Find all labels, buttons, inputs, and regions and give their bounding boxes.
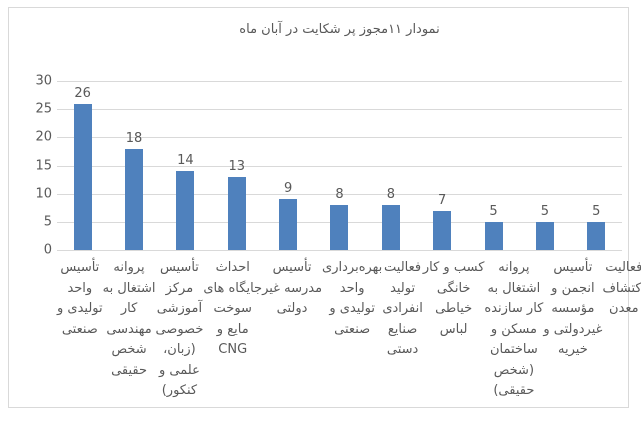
- bar-slot: 7: [417, 81, 468, 250]
- bar-slot: 9: [262, 81, 313, 250]
- bar-value-label: 14: [177, 153, 194, 169]
- category-label: پروانه اشتغال به کار سازنده مسکن و ساختم…: [484, 260, 544, 398]
- bar: [125, 148, 144, 250]
- bar-value-label: 8: [335, 186, 344, 202]
- bar-slot: 5: [571, 81, 622, 250]
- chart-frame: نمودار ۱۱مجوز پر شکایت در آبان ماه 0 5 10 1…: [8, 7, 641, 408]
- bar-value-label: 5: [489, 203, 498, 219]
- bar-value-label: 18: [125, 130, 143, 146]
- gridline: [57, 250, 622, 251]
- bar: [227, 176, 246, 250]
- category-label: فعالیت اکتشاف معدن: [602, 260, 641, 316]
- bar: [176, 171, 195, 250]
- bar-slot: 18: [108, 81, 159, 250]
- y-tick-label: 25: [35, 101, 52, 117]
- bar-slot: 5: [468, 81, 519, 250]
- category-label: تأسیس مرکز آموزشی خصوصی (زبان، علمی و کن…: [155, 260, 204, 398]
- bar: [587, 221, 606, 250]
- bar-slot: 14: [160, 81, 211, 250]
- category-label: پروانه اشتغال به کار مهندسی شخص حقیقی: [102, 260, 156, 378]
- gridline: [57, 81, 622, 82]
- category-label: تأسیس انجمن و مؤسسه غیردولتی و خیریه: [543, 260, 603, 357]
- category-label: تأسیس واحد تولیدی و صنعتی: [57, 260, 103, 337]
- y-tick-label: 15: [35, 158, 52, 173]
- bar-value-label: 5: [592, 203, 601, 219]
- bar-value-label: 13: [228, 158, 246, 174]
- y-tick-label: 30: [35, 73, 52, 89]
- category-label: فعالیت تولید انفرادی صنایع دستی: [382, 260, 423, 357]
- y-tick-label: 10: [35, 186, 52, 202]
- gridline: [57, 109, 622, 111]
- y-tick-label: 0: [43, 242, 52, 258]
- chart-title: نمودار ۱۱مجوز پر شکایت در آبان ماه: [239, 22, 440, 37]
- bar-value-label: 26: [74, 85, 91, 101]
- bar-value-label: 7: [438, 192, 447, 208]
- y-tick-label: 5: [43, 214, 52, 230]
- bars-row: 26 18 14 13 9 8 8 7 5 5 5: [57, 81, 622, 250]
- gridline: [57, 165, 622, 167]
- gridline: [57, 137, 622, 139]
- bar: [330, 204, 349, 250]
- y-axis: 0 5 10 15 20 25 30: [9, 74, 52, 258]
- bar: [433, 210, 452, 250]
- bar-slot: 26: [57, 81, 108, 250]
- bar-value-label: 8: [386, 186, 395, 202]
- category-label: کسب و کار خانگی خیاطی لباس: [422, 260, 485, 337]
- bar: [381, 204, 400, 250]
- category-label: بهره‌برداری واحد تولیدی و صنعتی: [322, 260, 383, 337]
- y-tick-label: 20: [35, 129, 52, 145]
- bar: [484, 221, 503, 250]
- bar-slot: 8: [314, 81, 365, 250]
- category-axis: تأسیس واحد تولیدی و صنعتی پروانه اشتغال ب…: [57, 258, 641, 402]
- bar-value-label: 9: [283, 181, 293, 197]
- category-label: احداث جایگاه های سوخت مایع و CNG: [203, 260, 263, 357]
- bar: [73, 103, 92, 250]
- plot-area: 26 18 14 13 9 8 8 7 5 5 5: [57, 81, 622, 251]
- bar-slot: 13: [211, 81, 262, 250]
- bar-slot: 8: [365, 81, 416, 250]
- bar: [535, 221, 554, 250]
- gridline: [57, 193, 622, 195]
- bar-value-label: 5: [540, 203, 550, 219]
- bar: [279, 199, 298, 250]
- bar-slot: 5: [519, 81, 570, 250]
- category-label: تأسیس مدرسه غیر دولتی: [262, 260, 323, 316]
